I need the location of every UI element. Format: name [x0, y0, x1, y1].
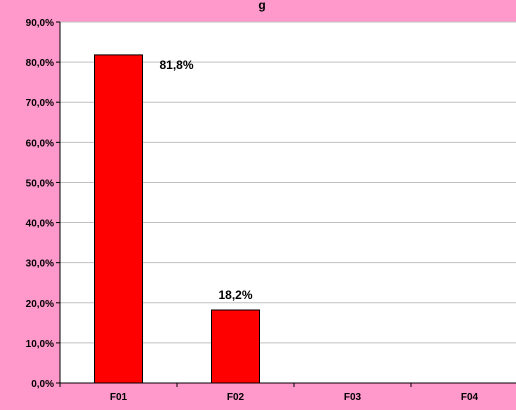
data-label-f02: 18,2% — [218, 288, 252, 302]
y-tick-label: 10,0% — [26, 339, 54, 350]
y-tick-label: 20,0% — [26, 299, 54, 310]
y-tick-label: 60,0% — [26, 138, 54, 149]
y-tick-label: 0,0% — [31, 379, 54, 390]
bar-f02 — [211, 309, 260, 384]
x-tick-label: F02 — [227, 392, 245, 403]
bar-f01 — [94, 54, 143, 384]
bars — [94, 54, 260, 384]
y-tick-label: 40,0% — [26, 219, 54, 230]
x-tick-label: F01 — [110, 392, 128, 403]
data-labels: 81,8% 18,2% — [159, 58, 252, 302]
chart-title: g — [258, 0, 265, 12]
x-tick-label: F03 — [344, 392, 362, 403]
data-label-f01: 81,8% — [159, 58, 193, 72]
x-tick-label: F04 — [461, 392, 479, 403]
y-tick-label: 70,0% — [26, 98, 54, 109]
y-tick-label: 90,0% — [26, 18, 54, 29]
y-tick-label: 30,0% — [26, 259, 54, 270]
y-axis: 0,0% 10,0% 20,0% 30,0% 40,0% 50,0% 60,0% 70,0% 8… — [26, 18, 61, 390]
y-tick-label: 80,0% — [26, 58, 54, 69]
y-tick-label: 50,0% — [26, 178, 54, 189]
